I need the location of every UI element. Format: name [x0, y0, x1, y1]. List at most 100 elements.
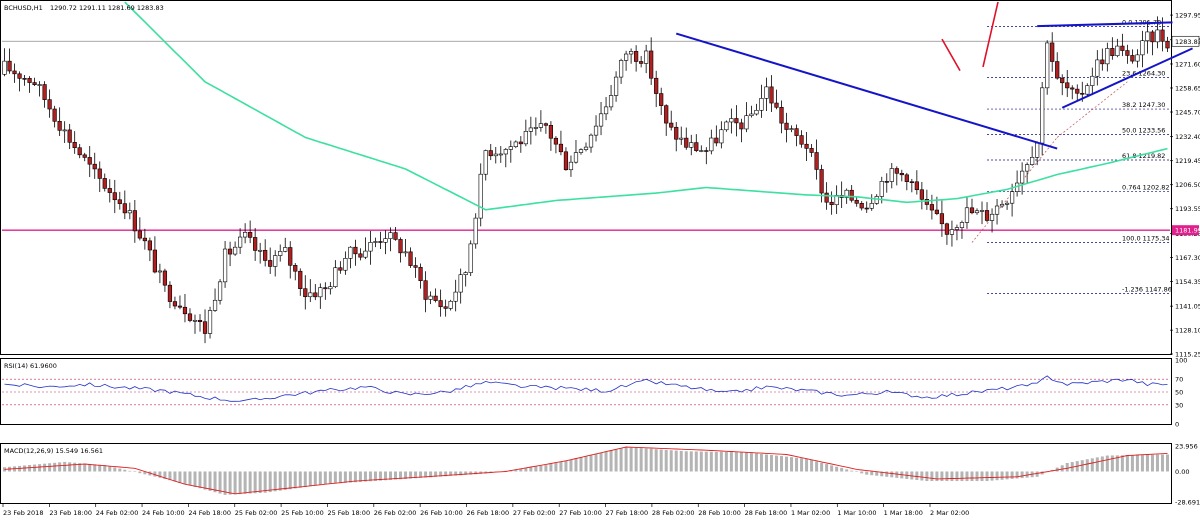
candle-bear [969, 207, 975, 214]
candle-bear [664, 105, 669, 124]
candle-bull [308, 292, 313, 298]
candle-bull [568, 161, 574, 171]
candle-bull [283, 247, 288, 252]
macd-tick-label: 23.956 [1175, 443, 1198, 451]
fib-label: 50.0 1233.56 [1122, 127, 1165, 135]
candle-bull [508, 146, 513, 150]
candle-bull [1035, 142, 1040, 158]
candle-bear [72, 142, 77, 149]
fib-anchor-line [1056, 81, 1128, 138]
candle-bull [368, 242, 373, 252]
candle-bear [433, 295, 438, 301]
candle-bear [177, 305, 183, 308]
candle-bear [398, 239, 403, 254]
candle-bull [754, 109, 759, 115]
price-tick-label: 1128.10 [1175, 327, 1200, 335]
candle-bear [864, 207, 869, 210]
candle-bull [954, 227, 960, 230]
candle-bear [17, 73, 22, 79]
price-tick-label: 1245.70 [1175, 109, 1200, 117]
candle-bull [343, 258, 348, 271]
time-tick-label: 28 Feb 02:00 [652, 509, 695, 517]
candle-bull [1040, 87, 1045, 144]
candle-bull [999, 204, 1005, 207]
candle-bull [493, 153, 498, 157]
candle-bull [573, 152, 579, 163]
time-tick-label: 24 Feb 18:00 [188, 509, 231, 517]
axes-group: 1297.951284.651271.601258.651245.701232.… [2, 12, 1200, 517]
candle-bear [197, 319, 203, 323]
red-arrow-down [941, 38, 961, 72]
price-tick-label: 1271.60 [1175, 60, 1200, 68]
candle-bear [418, 267, 423, 282]
time-tick-label: 25 Feb 02:00 [235, 509, 278, 517]
candle-bull [273, 255, 278, 267]
candle-bull [603, 106, 609, 115]
candle-bear [684, 137, 689, 148]
candle-bear [904, 174, 909, 182]
candle-bull [949, 229, 955, 235]
candle-bear [714, 137, 719, 144]
price-tick-label: 1258.65 [1175, 84, 1200, 92]
fib-label: -1.236 1147.86 [1122, 286, 1172, 294]
candle-bear [142, 237, 147, 242]
candle-bear [167, 284, 173, 302]
fib-label: 100.0 1175.34 [1122, 235, 1170, 243]
candle-bear [293, 265, 298, 272]
candle-bull [1135, 54, 1140, 62]
candle-bear [438, 300, 443, 308]
candle-bull [458, 274, 463, 293]
candle-bull [348, 246, 353, 259]
candle-bear [634, 51, 639, 62]
candle-bear [1050, 42, 1055, 62]
candle-bear [914, 181, 919, 191]
candle-bull [192, 319, 198, 322]
fib-label: 23.6 1264.30 [1122, 70, 1165, 78]
fib-anchor-line [971, 137, 1058, 243]
candle-bear [809, 148, 814, 153]
candle-bear [553, 137, 559, 145]
candle-bull [869, 203, 874, 209]
candle-bear [1160, 29, 1165, 42]
candle-bull [538, 123, 543, 128]
candle-bull [719, 129, 724, 144]
candle-bull [473, 217, 478, 245]
candle-bear [674, 126, 679, 140]
candle-bear [909, 181, 914, 183]
candle-bull [1145, 31, 1150, 41]
candle-bull [523, 131, 528, 145]
candle-bull [588, 134, 594, 148]
candle-bull [593, 125, 599, 136]
time-tick-label: 1 Mar 02:00 [791, 509, 830, 517]
candle-bear [799, 135, 804, 145]
candle-bear [769, 86, 774, 104]
candle-bear [563, 151, 569, 171]
candle-bear [47, 99, 52, 110]
rsi-tick-label: 50 [1175, 389, 1183, 397]
candle-bear [92, 163, 97, 170]
time-tick-label: 25 Feb 18:00 [327, 509, 370, 517]
candle-bull [363, 250, 368, 258]
current-price-tag-label: 1283.83 [1175, 38, 1200, 46]
price-tick-label: 1193.55 [1175, 205, 1200, 213]
price-tick-label: 1297.95 [1175, 12, 1200, 20]
candle-bear [944, 223, 950, 235]
time-tick-label: 27 Feb 18:00 [606, 509, 649, 517]
candle-bull [1155, 29, 1160, 43]
candle-bull [328, 286, 333, 290]
candle-bull [618, 60, 624, 78]
candle-bear [654, 77, 659, 94]
candle-bear [172, 301, 178, 307]
candle-bull [238, 236, 243, 248]
fib-label: 0.764 1202.82 [1122, 184, 1170, 192]
macd-chart-group [3, 446, 1169, 495]
candle-bear [413, 265, 418, 268]
candle-bull [959, 222, 965, 228]
candle-bear [67, 129, 72, 143]
candle-bull [1095, 59, 1100, 77]
candle-bull [608, 95, 614, 108]
candle-bear [42, 84, 47, 100]
time-tick-label: 28 Feb 18:00 [745, 509, 788, 517]
candle-bear [77, 147, 82, 156]
candle-bull [212, 299, 218, 311]
